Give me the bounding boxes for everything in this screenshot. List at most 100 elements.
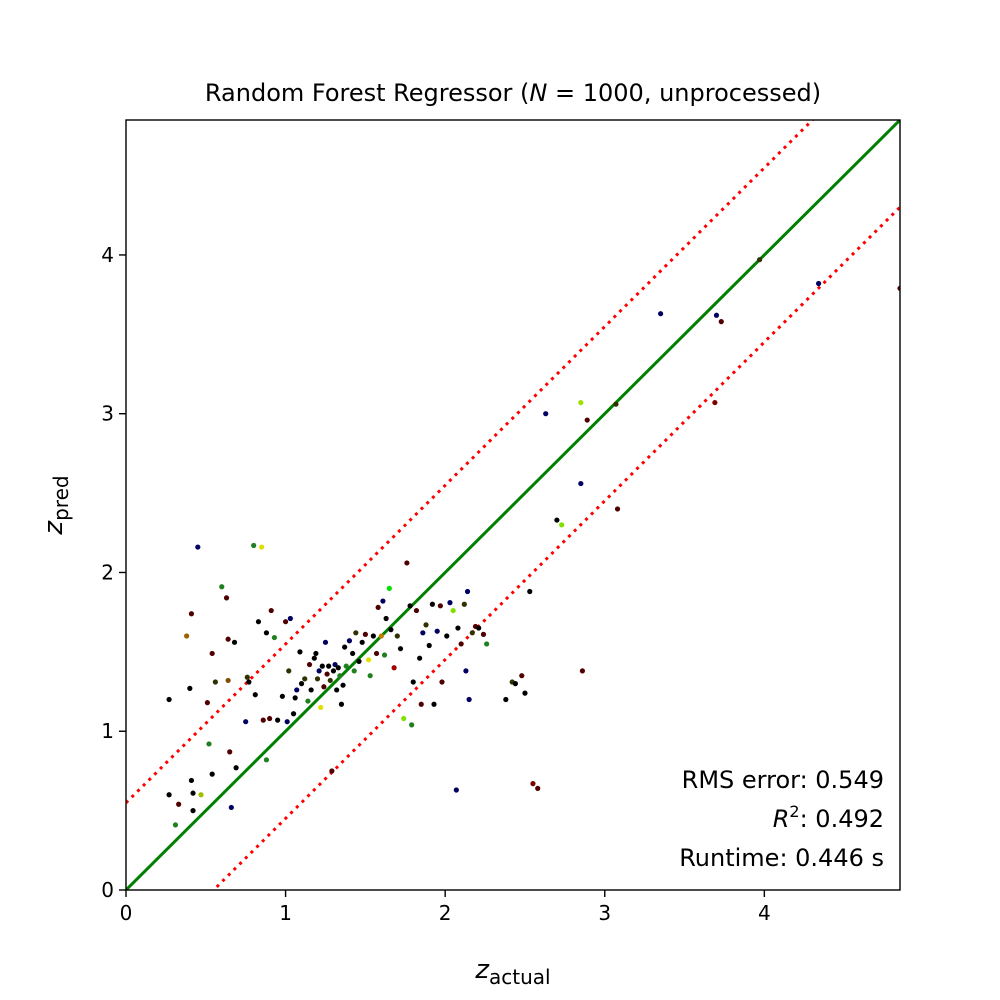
data-point (346, 638, 353, 644)
rms-bound-line (126, 120, 815, 804)
data-point (329, 768, 335, 774)
data-point (166, 792, 172, 798)
data-point (209, 650, 215, 657)
data-points (166, 257, 900, 828)
data-point (342, 644, 348, 650)
runtime-label: Runtime: 0.446 s (679, 844, 884, 872)
plot-frame (125, 119, 901, 891)
data-point (410, 679, 416, 685)
data-point (469, 630, 475, 636)
axis-ticks: 0 1 2 3 4 0 1 2 3 4 (101, 243, 770, 925)
data-point (439, 679, 445, 685)
data-point (367, 673, 373, 679)
data-point (223, 595, 230, 601)
data-point (209, 771, 215, 777)
data-point (335, 665, 341, 671)
data-point (431, 701, 437, 707)
r2-label: R2: 0.492 (773, 802, 884, 833)
data-point (417, 655, 423, 661)
y-tick-label: 0 (101, 878, 114, 902)
data-point (429, 601, 436, 607)
data-point (378, 633, 384, 639)
reference-lines (126, 120, 900, 890)
data-point (420, 630, 426, 636)
data-point (466, 696, 472, 703)
x-tick-label: 4 (758, 901, 771, 925)
data-point (282, 619, 289, 625)
data-point (326, 663, 332, 669)
data-point (658, 311, 664, 317)
data-point (464, 588, 471, 595)
data-point (225, 677, 231, 684)
data-point (353, 630, 359, 636)
data-point (290, 711, 297, 717)
data-point (324, 671, 330, 677)
data-point (380, 598, 386, 604)
y-axis-label: zpred (39, 475, 73, 535)
data-point (184, 633, 190, 639)
data-point (476, 625, 482, 631)
data-point (413, 607, 420, 614)
data-point (263, 757, 270, 763)
data-point (461, 601, 467, 607)
data-point (228, 804, 234, 811)
data-point (316, 668, 322, 674)
data-point (176, 801, 182, 807)
data-point (190, 790, 196, 796)
data-point (343, 663, 349, 669)
data-point (362, 631, 368, 637)
data-point (356, 658, 362, 664)
data-point (314, 676, 321, 682)
data-point (613, 401, 619, 407)
data-point (259, 544, 265, 550)
data-point (187, 685, 193, 691)
y-tick-label: 1 (101, 719, 114, 743)
data-point (225, 636, 231, 642)
data-point (302, 676, 308, 682)
data-point (530, 781, 536, 787)
stats-annotation: RMS error: 0.549 R2: 0.492 Runtime: 0.44… (679, 766, 884, 872)
data-point (297, 649, 303, 655)
data-point (263, 630, 270, 636)
data-point (322, 639, 329, 645)
data-point (386, 585, 392, 591)
data-point (455, 625, 461, 631)
data-point (251, 542, 257, 549)
data-point (614, 506, 621, 512)
data-point (287, 615, 293, 622)
data-point (286, 668, 292, 674)
data-point (306, 661, 313, 668)
data-point (394, 633, 400, 639)
data-point (294, 687, 300, 693)
data-point (321, 684, 327, 690)
data-point (308, 687, 314, 693)
data-point (444, 633, 450, 639)
y-tick-label: 2 (101, 560, 114, 584)
data-point (480, 631, 487, 637)
data-point (330, 668, 337, 674)
data-point (172, 822, 179, 828)
data-point (437, 603, 443, 609)
data-point (190, 808, 196, 814)
data-point (188, 777, 195, 784)
data-point (404, 560, 410, 566)
data-point (311, 655, 317, 661)
data-point (365, 657, 372, 663)
data-point (334, 687, 340, 693)
data-point (231, 639, 238, 645)
data-point (434, 628, 440, 634)
data-point (578, 399, 584, 406)
data-point (268, 607, 274, 614)
data-point (426, 642, 432, 649)
data-point (388, 627, 394, 633)
x-axis-label: zactual (474, 955, 550, 989)
data-point (756, 257, 763, 263)
x-tick-label: 3 (598, 901, 611, 925)
data-point (244, 674, 250, 680)
y-axis-label-group: zpred (39, 475, 73, 535)
rms-error-label: RMS error: 0.549 (682, 766, 884, 794)
data-point (397, 646, 404, 652)
data-point (271, 634, 278, 641)
data-point (718, 319, 724, 325)
